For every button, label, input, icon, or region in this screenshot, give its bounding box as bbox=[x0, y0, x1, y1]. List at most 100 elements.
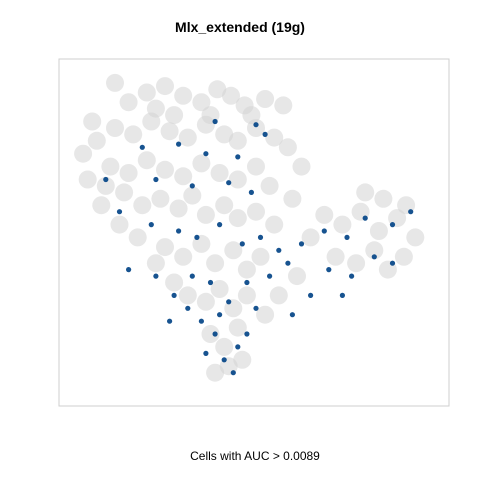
highlighted-cell-point bbox=[212, 118, 218, 125]
background-cell-point bbox=[224, 241, 243, 260]
highlighted-cell-point bbox=[235, 344, 241, 350]
background-cell-point bbox=[260, 176, 279, 195]
highlighted-cell-point bbox=[171, 292, 177, 298]
background-cell-point bbox=[196, 292, 215, 311]
highlighted-cell-point bbox=[408, 209, 414, 215]
background-cell-point bbox=[265, 215, 284, 234]
background-cell-point bbox=[394, 247, 413, 266]
background-cell-point bbox=[83, 112, 102, 131]
background-cell-point bbox=[133, 196, 152, 215]
background-cell-point bbox=[247, 157, 265, 176]
highlighted-cell-point bbox=[308, 292, 314, 298]
highlighted-cell-point bbox=[298, 241, 305, 247]
highlighted-cell-point bbox=[339, 292, 345, 298]
highlighted-cell-point bbox=[126, 267, 132, 273]
background-cell-point bbox=[228, 170, 247, 189]
highlighted-cell-point bbox=[253, 122, 259, 128]
background-cell-point bbox=[101, 157, 120, 176]
background-cell-point bbox=[174, 86, 193, 105]
highlighted-cell-point bbox=[176, 141, 182, 147]
highlighted-cell-point bbox=[248, 189, 254, 195]
highlighted-cell-point bbox=[389, 222, 396, 228]
background-cell-point bbox=[128, 228, 147, 247]
highlighted-cell-point bbox=[326, 267, 332, 273]
highlighted-cell-point bbox=[262, 131, 268, 137]
background-cell-point bbox=[365, 241, 384, 260]
highlighted-cell-point bbox=[217, 222, 223, 228]
background-cell-point bbox=[233, 350, 252, 369]
highlighted-cell-point bbox=[153, 273, 159, 279]
background-cell-point bbox=[356, 183, 375, 202]
highlighted-cell-point bbox=[221, 357, 227, 363]
background-cell-point bbox=[210, 164, 229, 182]
background-cell-point bbox=[110, 215, 129, 234]
background-cell-point bbox=[146, 99, 165, 118]
highlighted-cell-point bbox=[185, 305, 191, 311]
background-cell-point bbox=[106, 119, 124, 137]
highlighted-cell-point bbox=[389, 260, 396, 266]
highlighted-cell-point bbox=[244, 331, 250, 337]
highlighted-cell-point bbox=[362, 215, 368, 221]
background-cell-point bbox=[151, 189, 170, 208]
chart-caption: Cells with AUC > 0.0089 bbox=[190, 449, 320, 463]
highlighted-cell-point bbox=[153, 176, 159, 183]
background-cell-point bbox=[192, 93, 211, 112]
background-cell-point bbox=[87, 131, 106, 150]
highlighted-cell-point bbox=[371, 254, 377, 260]
highlighted-cell-point bbox=[230, 370, 236, 376]
highlighted-cell-point bbox=[207, 279, 214, 286]
background-cell-point bbox=[228, 318, 247, 337]
chart-title: Mlx_extended (19g) bbox=[175, 19, 305, 35]
highlighted-cell-point bbox=[189, 273, 195, 279]
highlighted-cell-point bbox=[198, 318, 204, 324]
background-cell-point bbox=[96, 176, 115, 195]
background-cell-point bbox=[215, 196, 234, 215]
background-cell-point bbox=[196, 205, 215, 224]
background-cell-point bbox=[269, 286, 288, 305]
background-cell-point bbox=[228, 131, 247, 150]
highlighted-cell-point bbox=[349, 273, 355, 279]
highlighted-cell-point bbox=[344, 234, 350, 240]
highlighted-cell-point bbox=[267, 273, 273, 279]
background-cell-point bbox=[119, 93, 138, 112]
highlighted-cell-point bbox=[116, 209, 123, 215]
background-cell-point bbox=[242, 106, 261, 125]
background-cell-point bbox=[208, 80, 227, 99]
highlighted-cell-point bbox=[194, 234, 200, 240]
background-cell-point bbox=[278, 138, 297, 157]
background-cell-point bbox=[206, 254, 225, 273]
background-cell-point bbox=[215, 337, 234, 356]
background-cell-point bbox=[137, 151, 156, 170]
background-cell-point bbox=[137, 83, 156, 102]
background-cell-point bbox=[74, 144, 93, 163]
background-cell-point bbox=[274, 96, 293, 115]
background-cell-point bbox=[265, 128, 284, 147]
background-cell-point bbox=[256, 305, 275, 324]
background-cell-point bbox=[160, 122, 179, 141]
background-cell-point bbox=[119, 164, 138, 182]
highlighted-cell-point bbox=[289, 312, 295, 318]
background-cell-point bbox=[283, 189, 302, 208]
plot-frame bbox=[58, 58, 450, 407]
background-cell-point bbox=[146, 254, 165, 273]
background-cell-point bbox=[301, 228, 320, 247]
background-cell-point bbox=[78, 170, 97, 189]
highlighted-cell-point bbox=[103, 176, 109, 183]
highlighted-cell-point bbox=[176, 228, 182, 234]
highlighted-cell-point bbox=[167, 318, 173, 324]
background-cell-point bbox=[237, 260, 256, 279]
background-cell-point bbox=[206, 363, 225, 382]
background-cell-point bbox=[326, 247, 345, 266]
background-cell-point bbox=[369, 222, 388, 240]
highlighted-cell-point bbox=[235, 154, 241, 160]
highlighted-cell-point bbox=[203, 350, 209, 356]
background-cell-point bbox=[174, 247, 193, 266]
background-cell-point bbox=[183, 186, 202, 205]
highlighted-cell-point bbox=[276, 247, 282, 253]
background-cell-point bbox=[215, 125, 234, 144]
highlighted-cell-point bbox=[189, 183, 195, 189]
background-cell-point bbox=[333, 215, 352, 234]
background-cell-point bbox=[115, 183, 134, 202]
background-cell-point bbox=[228, 209, 247, 228]
highlighted-cell-point bbox=[226, 180, 232, 186]
